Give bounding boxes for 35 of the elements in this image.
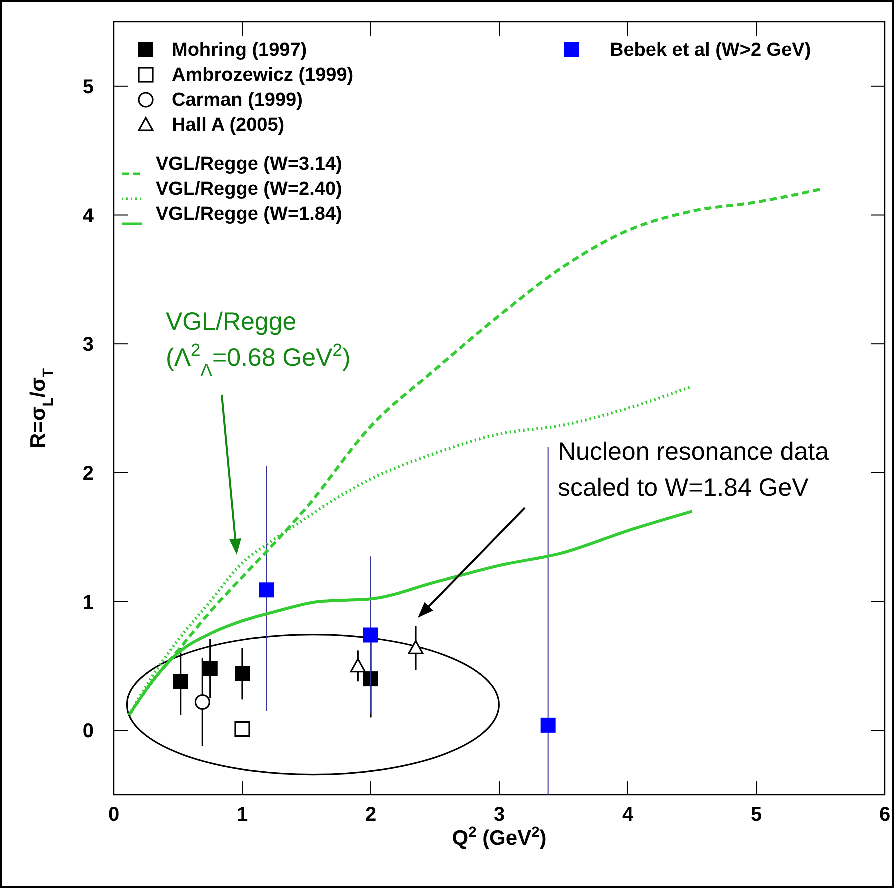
legend-label: Bebek et al (W>2 GeV) [610,40,812,61]
x-tick-label: 5 [750,804,762,826]
x-tick-label: 3 [494,804,506,826]
annotation: VGL/Regge (Λ$^{2}$$_{Λ}$=0.68 GeV$^{2}$) [166,308,351,380]
point [235,666,250,682]
legend-label: VGL/Regge (W=2.40) [156,179,342,200]
x-tick-label: 1 [236,804,248,826]
point [259,582,274,598]
annotation: Nucleon resonance data scaled to W=1.84 GeV [558,438,830,502]
y-tick-label: 1 [82,592,94,614]
x-tick-label: 2 [365,804,377,826]
point [194,694,210,710]
point [364,628,378,643]
x-tick-label: 0 [108,804,120,826]
point [350,658,366,673]
point [408,640,424,655]
point [202,661,218,676]
legend-label: VGL/Regge (W=1.84) [156,204,342,225]
point [540,718,556,733]
point [173,674,188,690]
x-axis-title: Q$^{2}$ (GeV$^{2}$) [452,825,547,850]
legend-label: VGL/Regge (W=3.14) [156,154,342,175]
y-tick-label: 3 [82,334,94,356]
point [234,721,250,738]
legend-label: Hall A (2005) [172,115,285,136]
y-tick-label: 5 [82,76,94,98]
x-tick-label: 4 [622,804,634,826]
y-tick-label: 0 [82,720,94,743]
point [364,672,378,687]
y-tick-label: 2 [82,462,94,485]
legend-label: Mohring (1997) [172,40,308,61]
legend-label: Carman (1999) [172,90,303,111]
x-tick-label: 6 [879,804,891,826]
y-tick-label: 4 [82,205,95,228]
legend-label: Ambrozewicz (1999) [172,65,354,86]
